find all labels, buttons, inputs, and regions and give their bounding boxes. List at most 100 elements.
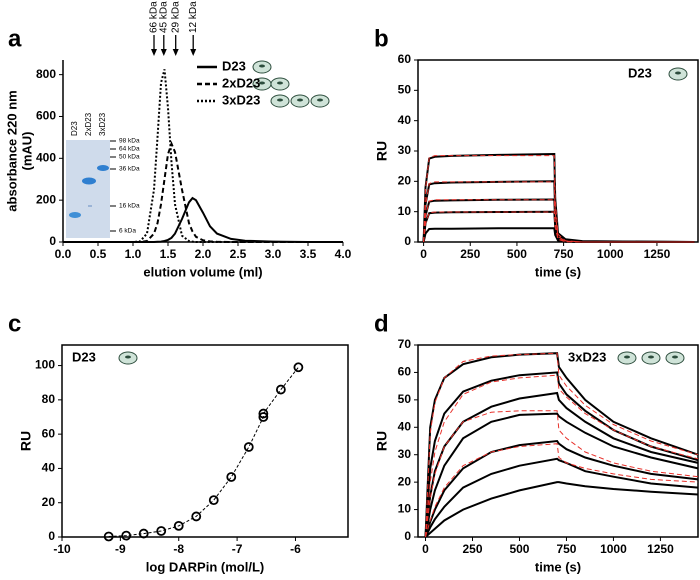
x-tick-label: 500 (507, 247, 527, 261)
series-line (424, 371, 699, 538)
annotation-label: 45 kDa (158, 1, 169, 33)
x-tick-label: 2.0 (195, 247, 212, 261)
gel-inset (66, 140, 110, 238)
x-tick-label: -6 (290, 542, 301, 556)
data-point (103, 531, 114, 542)
x-tick-label: -10 (53, 542, 71, 556)
y-tick-label: 100 (35, 358, 55, 372)
data-point (173, 520, 184, 531)
x-tick-label: 4.0 (335, 247, 352, 261)
y-tick-label: 20 (398, 174, 412, 188)
y-tick-label: 400 (36, 150, 56, 164)
legend-label: 2xD23 (222, 75, 260, 90)
gel-marker-label: 98 kDa (119, 138, 140, 145)
y-tick-label: 70 (398, 337, 412, 351)
y-tick-label: 0 (404, 529, 411, 543)
data-point (243, 442, 254, 452)
panel-label: D23 (628, 65, 652, 80)
plot-frame (417, 344, 699, 538)
x-tick-label: -7 (232, 542, 243, 556)
annotation-label: 29 kDa (170, 1, 181, 33)
x-tick-label: 750 (556, 542, 576, 556)
y-tick-label: 60 (398, 365, 412, 379)
panel-letter: a (8, 25, 22, 52)
y-axis-label: RU (18, 431, 34, 451)
panel: d 0 250 500 750 1000 1250 0 10 20 30 40 50 60 70 time (… (374, 310, 699, 574)
series-line (424, 481, 699, 538)
y-tick-label: 600 (36, 109, 56, 123)
x-tick-label: 0 (422, 542, 429, 556)
gel-lane-label: D23 (70, 121, 79, 136)
gel-lane-label: 2xD23 (84, 112, 93, 136)
y-tick-label: 30 (398, 447, 412, 461)
y-tick-label: 40 (398, 113, 412, 127)
plot-frame (417, 59, 699, 243)
gel-marker-label: 36 kDa (119, 166, 140, 173)
series-line (424, 457, 699, 538)
y-tick-label: 50 (398, 392, 412, 406)
panel-label: 3xD23 (568, 349, 606, 364)
data-point (258, 408, 269, 419)
series-line (425, 374, 699, 538)
y-tick-label: 200 (36, 192, 56, 206)
fit-line (108, 366, 299, 537)
data-point (275, 384, 286, 395)
y-tick-label: 30 (398, 143, 412, 157)
annotation-arrowhead (190, 49, 197, 56)
plot-frame (61, 344, 349, 538)
y-tick-label: 10 (398, 502, 412, 516)
gel-marker-label: 64 kDa (119, 146, 140, 153)
y-tick-label: 40 (398, 419, 412, 433)
panel: a 0.0 0.5 1.0 1.5 2.0 2.5 3.0 3.5 4.0 0 200 400 600 80… (4, 1, 351, 280)
series-line (425, 352, 699, 538)
series-line (424, 391, 699, 538)
annotation-arrowhead (151, 49, 157, 56)
annotation-label: 66 kDa (149, 1, 160, 33)
x-tick-label: 2.5 (230, 247, 247, 261)
series-line (423, 211, 695, 243)
panel: b 0 250 500 750 1000 1250 0 10 20 30 40 50 60 time (s)… (374, 25, 699, 279)
x-tick-label: 250 (462, 542, 482, 556)
x-tick-label: -8 (173, 542, 184, 556)
x-axis-label: elution volume (ml) (143, 264, 262, 279)
y-tick-label: 60 (42, 426, 56, 440)
x-axis-label: log DARPin (mol/L) (146, 559, 264, 574)
y-axis-label: absorbance 220 nm (4, 90, 19, 211)
gel-lane-label: 3xD23 (98, 112, 107, 136)
y-axis-label: RU (374, 141, 390, 161)
y-axis-label: (mAU) (19, 132, 34, 171)
y-tick-label: 10 (398, 204, 412, 218)
y-tick-label: 40 (42, 461, 56, 475)
x-tick-label: 1000 (597, 247, 624, 261)
x-tick-label: 1.0 (125, 247, 142, 261)
x-tick-label: 0 (420, 247, 427, 261)
y-tick-label: 60 (398, 52, 412, 66)
y-tick-label: 20 (42, 495, 56, 509)
y-tick-label: 50 (398, 83, 412, 97)
y-tick-label: 0 (48, 529, 55, 543)
data-point (208, 495, 219, 506)
series-line (424, 439, 699, 538)
x-tick-label: 1250 (647, 542, 674, 556)
data-point (156, 526, 167, 536)
series-line (425, 443, 699, 538)
x-tick-label: 0.0 (55, 247, 72, 261)
data-point (191, 511, 202, 522)
x-tick-label: 1000 (600, 542, 627, 556)
series-line (423, 155, 695, 243)
series-line (425, 410, 699, 538)
legend-label: D23 (222, 58, 246, 73)
series-line (423, 199, 695, 243)
annotation-arrowhead (172, 49, 179, 56)
x-tick-label: 0.5 (90, 247, 107, 261)
x-tick-label: 3.5 (300, 247, 317, 261)
data-point (121, 530, 132, 541)
x-tick-label: 500 (509, 542, 529, 556)
legend-label: 3xD23 (222, 92, 260, 107)
y-tick-label: 0 (404, 234, 411, 248)
data-point (226, 472, 237, 482)
x-axis-label: time (s) (535, 559, 581, 574)
x-tick-label: 1250 (644, 247, 671, 261)
data-point (293, 362, 304, 373)
